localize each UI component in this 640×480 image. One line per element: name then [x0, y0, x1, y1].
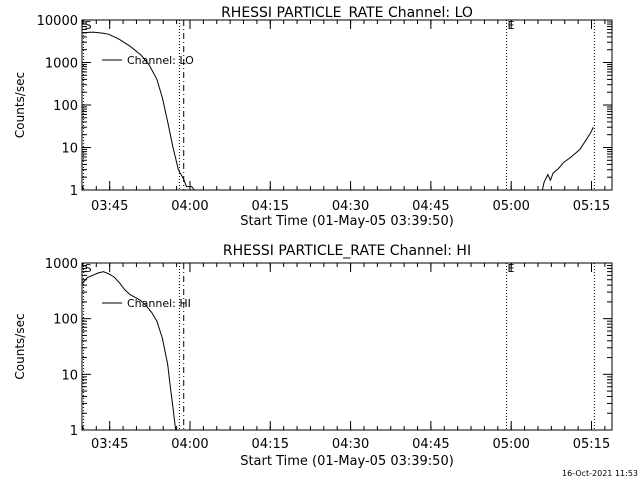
y-tick-label: 100	[53, 99, 78, 114]
x-tick-label: 04:45	[412, 199, 449, 214]
y-tick-label: 1	[70, 424, 78, 439]
x-axis-label: Start Time (01-May-05 03:39:50)	[240, 214, 454, 229]
x-tick-label: 04:30	[332, 437, 369, 452]
y-tick-label: 10	[61, 142, 78, 157]
time-marker-label: E	[508, 262, 515, 275]
chart-title: RHESSI PARTICLE_RATE Channel: LO	[221, 5, 473, 21]
y-tick-label: 100	[53, 313, 78, 328]
series-line	[81, 31, 195, 191]
x-tick-label: 05:00	[492, 199, 529, 214]
y-tick-label: 10	[61, 368, 78, 383]
x-tick-label: 05:00	[492, 437, 529, 452]
x-axis-label: Start Time (01-May-05 03:39:50)	[240, 454, 454, 469]
time-marker-label: S	[85, 19, 92, 32]
y-tick-label: 1	[70, 184, 78, 199]
x-tick-label: 03:45	[91, 199, 128, 214]
y-axis-label: Counts/sec	[13, 313, 27, 379]
x-tick-label: 04:15	[252, 437, 289, 452]
x-tick-label: 04:15	[252, 199, 289, 214]
x-tick-label: 04:30	[332, 199, 369, 214]
plot-frame	[81, 19, 613, 191]
legend-label: Channel: HI	[127, 297, 191, 310]
hi-channel-panel: RHESSI PARTICLE_RATE Channel: HI Start Ti…	[13, 243, 613, 469]
x-tick-label: 04:00	[171, 437, 208, 452]
footer-timestamp: 16-Oct-2021 11:53	[562, 469, 638, 478]
x-tick-label: 04:00	[171, 199, 208, 214]
y-tick-label: 10000	[37, 14, 78, 29]
y-tick-label: 1000	[45, 57, 78, 72]
series-line	[541, 126, 594, 191]
chart-title: RHESSI PARTICLE_RATE Channel: HI	[223, 243, 471, 259]
time-marker-label: E	[508, 19, 515, 32]
y-tick-label: 1000	[45, 257, 78, 272]
y-axis-label: Counts/sec	[13, 72, 27, 138]
plot-frame	[81, 262, 613, 431]
series-line	[81, 271, 177, 431]
legend-label: Channel: LO	[127, 54, 194, 67]
x-tick-label: 04:45	[412, 437, 449, 452]
lo-channel-panel: RHESSI PARTICLE_RATE Channel: LO Start Ti…	[13, 5, 613, 229]
x-tick-label: 05:15	[573, 437, 610, 452]
x-tick-label: 05:15	[573, 199, 610, 214]
x-tick-label: 03:45	[91, 437, 128, 452]
time-marker-label: S	[85, 262, 92, 275]
